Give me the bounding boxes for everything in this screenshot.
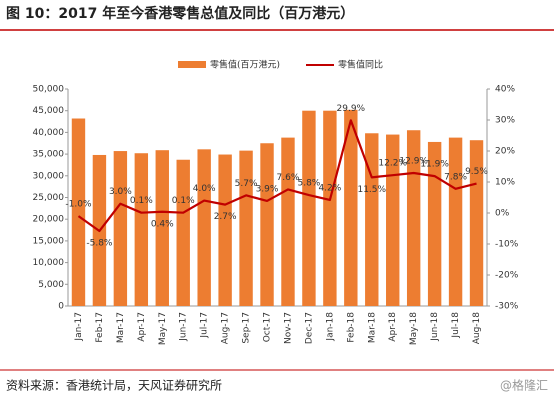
data-label: 0.4%: [151, 219, 174, 229]
bar: [113, 151, 128, 306]
data-label: 7.6%: [277, 173, 300, 183]
y-tick-label: 10,000: [33, 258, 65, 268]
y-tick-label: 15,000: [33, 236, 65, 246]
x-tick-label: Aug-18: [472, 312, 482, 345]
y-tick-label: 5,000: [38, 280, 64, 290]
data-label: 4.2%: [318, 183, 341, 193]
data-label: 2.7%: [214, 212, 237, 222]
x-tick-label: Sep-17: [242, 312, 252, 344]
x-tick-label: Jul-18: [451, 312, 461, 339]
bar: [71, 118, 86, 307]
x-tick-label: Mar-18: [367, 312, 377, 343]
legend-label: 零售值同比: [338, 59, 383, 71]
y2-tick-label: -20%: [495, 271, 519, 281]
bar: [218, 154, 232, 306]
bar: [427, 141, 442, 306]
bar: [344, 109, 358, 306]
bar: [155, 150, 169, 306]
x-tick-label: Jul-17: [200, 312, 210, 339]
data-label: 5.8%: [297, 179, 320, 189]
data-label: 9.5%: [465, 167, 488, 177]
x-tick-label: Apr-17: [137, 312, 147, 342]
data-label: 5.7%: [235, 179, 258, 189]
data-label: 11.9%: [420, 160, 449, 170]
y2-tick-label: -10%: [495, 240, 519, 250]
legend-label: 零售值(百万港元): [210, 59, 280, 71]
data-label: 12.9%: [399, 157, 428, 167]
line: [77, 119, 477, 233]
x-tick-label: Oct-17: [263, 312, 273, 342]
data-label: 11.5%: [357, 185, 386, 195]
y2-tick-label: -30%: [495, 302, 519, 312]
y2-tick-label: 20%: [495, 147, 515, 157]
bar: [386, 134, 400, 306]
x-tick-label: Feb-18: [346, 312, 356, 343]
data-label: 0.1%: [130, 196, 153, 206]
bar: [176, 159, 190, 306]
y2-tick-label: 10%: [495, 178, 515, 188]
bar: [365, 133, 379, 306]
x-tick-label: Jan-18: [325, 312, 335, 342]
x-tick-label: May-17: [158, 312, 168, 345]
legend-swatch: [178, 61, 206, 68]
data-label: 29.9%: [337, 104, 366, 114]
x-tick-label: Jan-17: [74, 312, 84, 342]
x-tick-label: May-18: [409, 312, 419, 345]
y-tick-label: 30,000: [33, 171, 65, 181]
data-label: -1.0%: [65, 200, 92, 210]
x-tick-label: Dec-17: [304, 312, 314, 344]
data-label: -5.8%: [86, 238, 113, 248]
data-label: 3.9%: [256, 184, 279, 194]
x-tick-label: Aug-17: [221, 312, 231, 344]
data-label: 12.2%: [378, 159, 407, 169]
x-tick-label: Feb-17: [95, 312, 105, 343]
y-tick-label: 0: [58, 302, 64, 312]
x-tick-label: Mar-17: [116, 312, 126, 343]
x-tick-label: Nov-17: [283, 312, 293, 344]
data-label: 7.8%: [444, 172, 467, 182]
source: 资料来源：香港统计局，天风证券研究所: [6, 378, 222, 393]
bar: [302, 110, 316, 306]
bar: [281, 137, 295, 306]
y-tick-label: 25,000: [33, 193, 65, 203]
y-tick-label: 40,000: [33, 128, 65, 138]
y-tick-label: 35,000: [33, 150, 65, 160]
y2-tick-label: 0%: [495, 209, 510, 219]
data-label: 3.0%: [109, 187, 132, 197]
y-tick-label: 50,000: [33, 85, 65, 95]
data-label: 0.1%: [172, 196, 195, 206]
bar: [197, 149, 211, 306]
y-tick-label: 20,000: [33, 215, 65, 225]
chart-title: 图 10：2017 年至今香港零售总值及同比（百万港元）: [6, 5, 354, 22]
bar: [260, 143, 274, 306]
y2-tick-label: 40%: [495, 85, 515, 95]
x-tick-label: Jun-17: [179, 312, 189, 342]
bar: [134, 153, 149, 306]
bar: [448, 137, 463, 306]
data-label: 4.0%: [193, 184, 216, 194]
x-tick-label: Apr-18: [388, 312, 398, 342]
bar: [323, 110, 337, 306]
x-tick-label: Jun-18: [430, 312, 440, 342]
y2-tick-label: 30%: [495, 116, 515, 126]
y-tick-label: 45,000: [33, 106, 65, 116]
bar: [239, 150, 253, 306]
watermark: @格隆汇: [500, 378, 548, 393]
bar: [469, 140, 484, 306]
